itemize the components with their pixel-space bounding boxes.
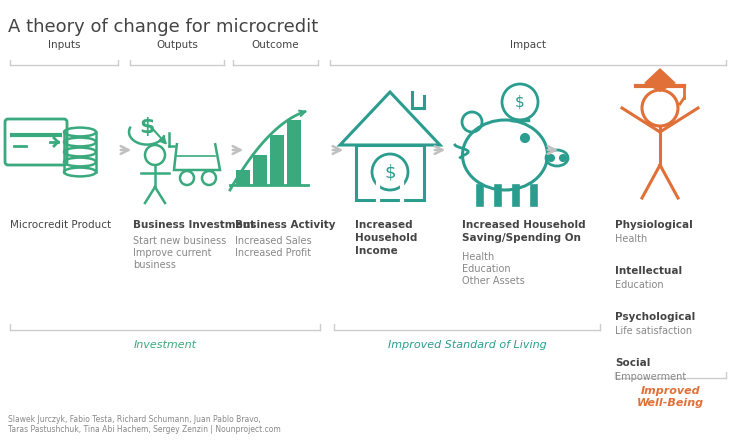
Bar	[236, 170, 250, 185]
Text: Business Investment: Business Investment	[133, 220, 255, 230]
Text: Impact: Impact	[510, 40, 546, 50]
Text: Social: Social	[615, 358, 651, 368]
Text: $: $	[515, 94, 525, 109]
Bar	[270, 135, 284, 185]
Text: $: $	[139, 117, 155, 137]
Text: Microcredit Product: Microcredit Product	[10, 220, 111, 230]
Text: Psychological: Psychological	[615, 312, 696, 322]
Text: Improved Standard of Living: Improved Standard of Living	[388, 340, 546, 350]
Text: Increased Household: Increased Household	[462, 220, 586, 230]
Polygon shape	[644, 68, 676, 92]
Text: Empowerment: Empowerment	[615, 372, 686, 382]
Text: Intellectual: Intellectual	[615, 266, 682, 276]
Text: Physiological: Physiological	[615, 220, 693, 230]
Bar	[253, 155, 267, 185]
Text: Improve current: Improve current	[133, 248, 211, 258]
Circle shape	[560, 155, 566, 161]
Text: Health: Health	[615, 234, 647, 244]
Circle shape	[548, 155, 554, 161]
Text: Investment: Investment	[133, 340, 197, 350]
Text: Inputs: Inputs	[48, 40, 80, 50]
Text: Increased Sales: Increased Sales	[235, 236, 311, 246]
Text: Increased: Increased	[355, 220, 413, 230]
Text: Improved
Well-Being: Improved Well-Being	[637, 386, 704, 408]
Text: business: business	[133, 260, 176, 270]
Text: Other Assets: Other Assets	[462, 276, 525, 286]
Text: Business Activity: Business Activity	[235, 220, 336, 230]
Text: Start new business: Start new business	[133, 236, 226, 246]
Bar	[356, 145, 424, 200]
Text: Outputs: Outputs	[156, 40, 198, 50]
Text: Outcome: Outcome	[251, 40, 299, 50]
Text: A theory of change for microcredit: A theory of change for microcredit	[8, 18, 318, 36]
Bar	[287, 120, 301, 185]
Text: Education: Education	[615, 280, 664, 290]
Text: Health: Health	[462, 252, 495, 262]
Text: Life satisfaction: Life satisfaction	[615, 326, 692, 336]
Text: Household: Household	[355, 233, 417, 243]
Text: Income: Income	[355, 246, 397, 256]
Text: Saving/Spending On: Saving/Spending On	[462, 233, 581, 243]
Text: Education: Education	[462, 264, 511, 274]
Circle shape	[521, 134, 529, 142]
Text: Slawek Jurczyk, Fabio Testa, Richard Schumann, Juan Pablo Bravo,
Taras Pastushch: Slawek Jurczyk, Fabio Testa, Richard Sch…	[8, 415, 280, 435]
Text: $: $	[384, 163, 396, 181]
Text: Increased Profit: Increased Profit	[235, 248, 311, 258]
